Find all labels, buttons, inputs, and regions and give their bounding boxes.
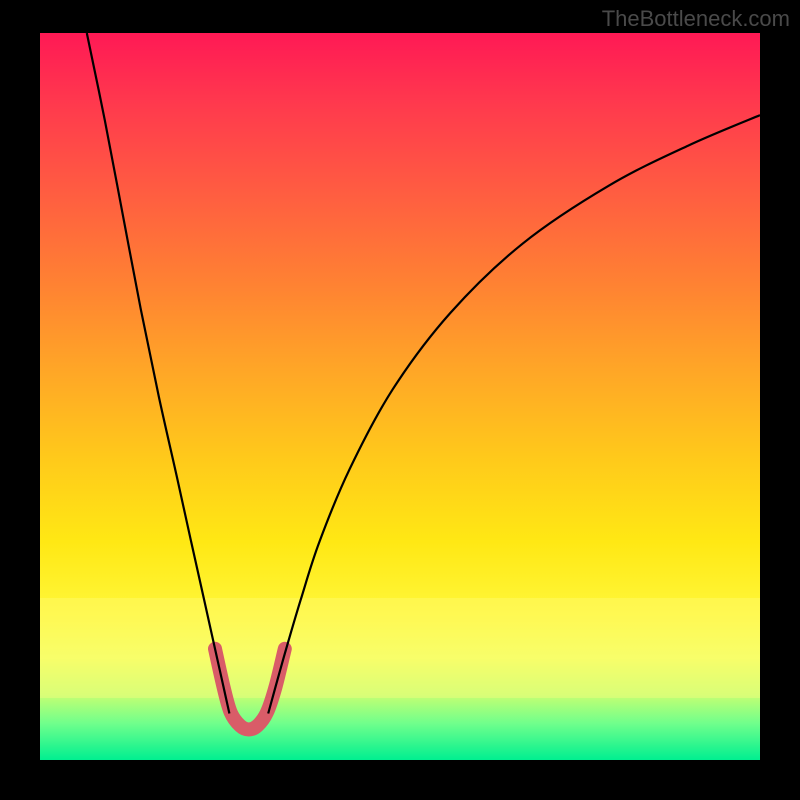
plot-gradient-area (40, 33, 760, 760)
valley-highlight-band (40, 598, 760, 698)
watermark-text: TheBottleneck.com (602, 6, 790, 32)
